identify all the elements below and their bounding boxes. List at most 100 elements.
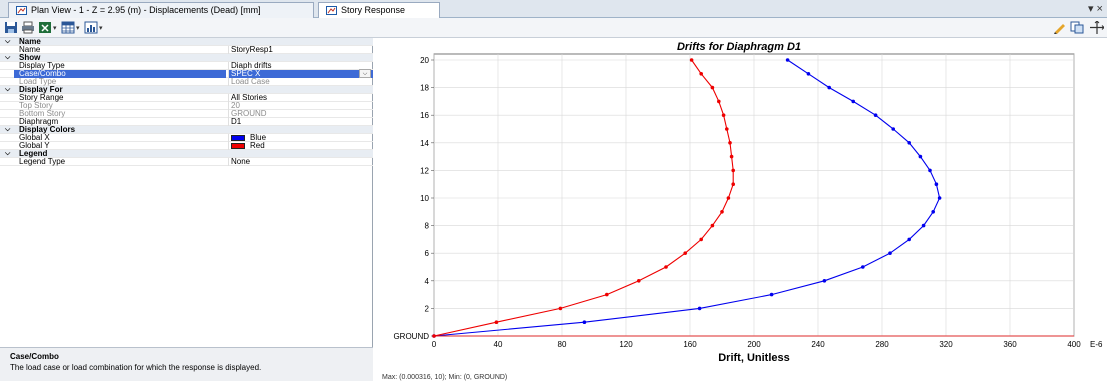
data-point bbox=[937, 196, 942, 200]
property-value[interactable]: SPEC X ⌵ bbox=[228, 69, 373, 78]
collapse-chevron-icon[interactable]: ⌵ bbox=[5, 126, 11, 133]
property-row[interactable]: Story Range All Stories bbox=[0, 94, 373, 102]
x-tick-label: 160 bbox=[683, 340, 697, 349]
data-point bbox=[664, 265, 668, 269]
x-tick-label: 200 bbox=[747, 340, 761, 349]
property-row[interactable]: Load Type Load Case bbox=[0, 78, 373, 86]
data-point bbox=[729, 154, 734, 159]
property-value[interactable]: Diaph drifts bbox=[228, 62, 373, 70]
chart-icon[interactable] bbox=[84, 21, 98, 34]
data-point bbox=[731, 168, 735, 173]
x-tick-label: 80 bbox=[558, 340, 567, 349]
y-tick-label: 16 bbox=[420, 111, 429, 120]
category-label: Display Colors bbox=[19, 125, 76, 134]
property-category[interactable]: ⌵ Legend bbox=[0, 150, 373, 158]
property-row[interactable]: Top Story 20 bbox=[0, 102, 373, 110]
tab-plan-view[interactable]: Plan View - 1 - Z = 2.95 (m) - Displacem… bbox=[8, 2, 314, 18]
data-point bbox=[921, 223, 926, 228]
property-value[interactable]: None bbox=[228, 158, 373, 166]
property-row[interactable]: Display Type Diaph drifts bbox=[0, 62, 373, 70]
property-value[interactable]: GROUND bbox=[228, 110, 373, 118]
y-tick-label: 20 bbox=[420, 56, 429, 65]
property-value[interactable]: Load Case bbox=[228, 78, 373, 86]
property-row[interactable]: Global X Blue bbox=[0, 134, 373, 142]
save-icon[interactable] bbox=[4, 21, 18, 34]
property-value[interactable]: Blue bbox=[228, 134, 373, 142]
property-row[interactable]: Diaphragm D1 bbox=[0, 118, 373, 126]
collapse-chevron-icon[interactable]: ⌵ bbox=[5, 86, 11, 93]
chevron-down-icon[interactable]: ▾ bbox=[76, 25, 80, 32]
data-point bbox=[699, 237, 703, 242]
data-point bbox=[637, 279, 641, 283]
x-tick-label: 320 bbox=[939, 340, 953, 349]
series-group bbox=[432, 58, 1074, 338]
property-row[interactable]: Global Y Red bbox=[0, 142, 373, 150]
property-category[interactable]: ⌵ Display For bbox=[0, 86, 373, 94]
property-key: Top Story bbox=[19, 101, 53, 110]
y-tick-label: 18 bbox=[420, 84, 429, 93]
y-tick-label: 2 bbox=[425, 304, 430, 313]
property-key: Global X bbox=[19, 133, 50, 142]
table-icon[interactable] bbox=[61, 21, 75, 34]
data-point bbox=[683, 251, 687, 255]
y-tick-label: 6 bbox=[425, 249, 430, 258]
property-row[interactable]: Legend Type None bbox=[0, 158, 373, 166]
property-value[interactable]: D1 bbox=[228, 118, 373, 126]
data-point bbox=[891, 127, 895, 131]
property-category[interactable]: ⌵ Show bbox=[0, 54, 373, 62]
x-axis-label: Drift, Unitless bbox=[718, 352, 790, 364]
property-value-text: D1 bbox=[231, 117, 242, 126]
property-row[interactable]: Name StoryResp1 bbox=[0, 46, 373, 54]
tick-labels: 0 40 80 120 160 200 240 280 320 360 400 E-6 GROUND 2 4… bbox=[393, 56, 1103, 349]
data-point bbox=[582, 320, 587, 325]
x-tick-label: 120 bbox=[619, 340, 633, 349]
property-description: Case/Combo The load case or load combina… bbox=[0, 347, 373, 381]
property-value-text: StoryResp1 bbox=[231, 45, 273, 54]
chart-area: Drifts for Diaphragm D1 0 40 80 120 160 200 24… bbox=[374, 38, 1107, 381]
data-point bbox=[873, 113, 878, 117]
data-point bbox=[769, 292, 774, 297]
move-icon[interactable] bbox=[1090, 21, 1104, 34]
data-point bbox=[699, 72, 703, 76]
property-key: Diaphragm bbox=[19, 117, 59, 126]
tab-story-response[interactable]: Story Response bbox=[318, 2, 440, 18]
property-value[interactable]: StoryResp1 bbox=[228, 46, 373, 54]
x-tick-label: 240 bbox=[811, 340, 825, 349]
property-key: Legend Type bbox=[19, 157, 66, 166]
data-point bbox=[494, 320, 499, 325]
data-point bbox=[710, 85, 715, 90]
collapse-chevron-icon[interactable]: ⌵ bbox=[5, 54, 11, 61]
property-key: Name bbox=[19, 45, 41, 54]
x-unit-label: E-6 bbox=[1090, 340, 1103, 349]
property-value[interactable]: All Stories bbox=[228, 94, 373, 102]
data-point bbox=[861, 265, 865, 269]
category-label: Legend bbox=[19, 149, 48, 158]
color-swatch bbox=[231, 142, 245, 149]
dropdown-chevron-icon[interactable]: ⌵ bbox=[359, 69, 371, 78]
description-text: The load case or load combination for wh… bbox=[10, 363, 262, 372]
view-icon bbox=[326, 6, 337, 15]
status-bar-text: Max: (0.000316, 10); Min: (0, GROUND) bbox=[382, 374, 508, 381]
x-tick-label: 280 bbox=[875, 340, 889, 349]
print-icon[interactable] bbox=[21, 21, 35, 34]
property-category[interactable]: ⌵ Name bbox=[0, 38, 373, 46]
export-icon[interactable] bbox=[38, 21, 52, 34]
property-key: Load Type bbox=[19, 77, 57, 86]
collapse-chevron-icon[interactable]: ⌵ bbox=[5, 150, 11, 157]
chevron-down-icon[interactable]: ▾ bbox=[53, 25, 57, 32]
pen-icon[interactable] bbox=[1053, 21, 1067, 34]
copy-icon[interactable] bbox=[1070, 21, 1084, 34]
data-point bbox=[697, 306, 702, 311]
property-value[interactable]: Red bbox=[228, 142, 373, 150]
property-key: Case/Combo bbox=[14, 70, 226, 78]
drift-chart: Drifts for Diaphragm D1 0 40 80 120 160 200 24… bbox=[393, 41, 1103, 364]
property-value[interactable]: 20 bbox=[228, 102, 373, 110]
property-category[interactable]: ⌵ Display Colors bbox=[0, 126, 373, 134]
window-close-icon[interactable]: ▾ × bbox=[1087, 3, 1103, 15]
collapse-chevron-icon[interactable]: ⌵ bbox=[5, 38, 11, 45]
property-row[interactable]: Bottom Story GROUND bbox=[0, 110, 373, 118]
chevron-down-icon[interactable]: ▾ bbox=[99, 25, 103, 32]
x-tick-label: 360 bbox=[1003, 340, 1017, 349]
data-point bbox=[785, 58, 790, 62]
property-row[interactable]: Case/Combo SPEC X ⌵ bbox=[0, 69, 373, 78]
